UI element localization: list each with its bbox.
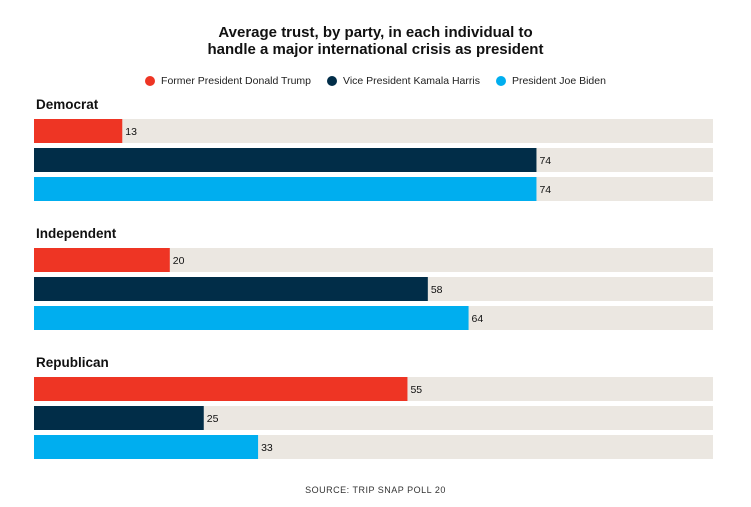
bar-independent-harris [34,277,428,301]
legend-item-biden: President Joe Biden [495,75,606,87]
chart-title: Average trust, by party, in each individ… [0,24,751,58]
bar-democrat-biden [34,177,537,201]
value-label-independent-biden: 64 [472,313,484,325]
legend-label-harris: Vice President Kamala Harris [343,75,480,87]
legend-item-trump: Former President Donald Trump [145,75,311,87]
value-label-republican-biden: 33 [261,442,273,454]
legend-label-biden: President Joe Biden [511,75,606,87]
source-note: SOURCE: TRIP SNAP POLL 20 [305,485,446,495]
value-label-republican-harris: 25 [207,413,219,425]
legend-item-harris: Vice President Kamala Harris [327,75,480,87]
value-label-independent-trump: 20 [173,255,185,267]
chart-title-line-2: handle a major international crisis as p… [207,41,544,58]
bar-democrat-harris [34,148,537,172]
value-label-democrat-harris: 74 [539,155,551,167]
legend-label-trump: Former President Donald Trump [161,75,312,87]
bar-democrat-trump [34,119,123,143]
bar-republican-trump [34,377,408,401]
legend: Former President Donald Trump Vice Presi… [0,75,751,87]
group-label-democrat: Democrat [36,97,99,112]
value-label-democrat-trump: 13 [125,126,137,138]
bar-track-democrat-trump [34,119,713,143]
value-label-republican-trump: 55 [410,384,422,396]
bar-republican-harris [34,406,204,430]
legend-dot-harris [327,76,338,86]
group-label-republican: Republican [36,355,109,370]
value-label-democrat-biden: 74 [539,184,551,196]
chart-title-line-1: Average trust, by party, in each individ… [218,24,533,41]
bar-independent-biden [34,306,469,330]
bar-republican-biden [34,435,259,459]
group-label-independent: Independent [36,226,117,241]
bar-independent-trump [34,248,170,272]
legend-dot-biden [495,76,506,86]
value-label-independent-harris: 58 [431,284,443,296]
legend-dot-trump [145,76,156,86]
